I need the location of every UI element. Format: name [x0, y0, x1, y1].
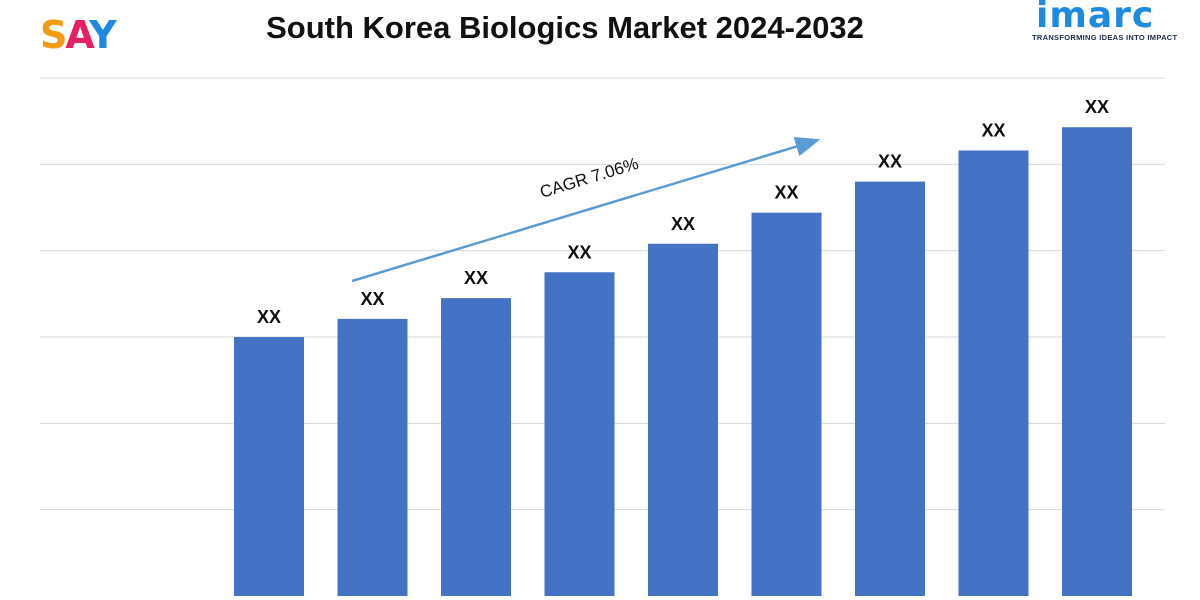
say-logo: SAY	[40, 10, 117, 60]
bar-label-2: XX	[360, 289, 384, 309]
bar-label-6: XX	[774, 183, 798, 203]
say-logo-letter-y: Y	[89, 13, 116, 57]
bar-label-4: XX	[567, 242, 591, 262]
bar-label-1: XX	[257, 307, 281, 327]
cagr-arrow	[351, 136, 821, 283]
bar-9	[1062, 127, 1132, 597]
imarc-logo-wordmark: imarc	[1036, 0, 1155, 36]
cagr-annotation: CAGR 7.06%	[538, 154, 641, 202]
bar-label-5: XX	[671, 214, 695, 234]
bar-label-8: XX	[981, 121, 1005, 141]
bar-1	[234, 337, 304, 596]
chart-title: South Korea Biologics Market 2024-2032	[266, 10, 864, 45]
bar-label-3: XX	[464, 268, 488, 288]
imarc-logo-tagline: TRANSFORMING IDEAS INTO IMPACT	[1032, 33, 1178, 42]
bars-group	[234, 127, 1132, 597]
bar-labels-group: XX XX XX XX XX XX XX XX XX	[257, 97, 1109, 327]
bar-4	[544, 272, 615, 596]
say-logo-letter-a: A	[65, 13, 91, 57]
imarc-logo: imarc TRANSFORMING IDEAS INTO IMPACT	[1032, 0, 1192, 42]
bar-6	[751, 212, 822, 596]
say-logo-letter-s: S	[40, 13, 67, 57]
bar-2	[337, 318, 408, 596]
bar-5	[648, 243, 718, 596]
bar-7	[855, 181, 925, 596]
bar-3	[441, 298, 511, 596]
bar-8	[958, 150, 1029, 596]
bar-label-7: XX	[878, 152, 902, 172]
bar-label-9: XX	[1085, 97, 1109, 117]
